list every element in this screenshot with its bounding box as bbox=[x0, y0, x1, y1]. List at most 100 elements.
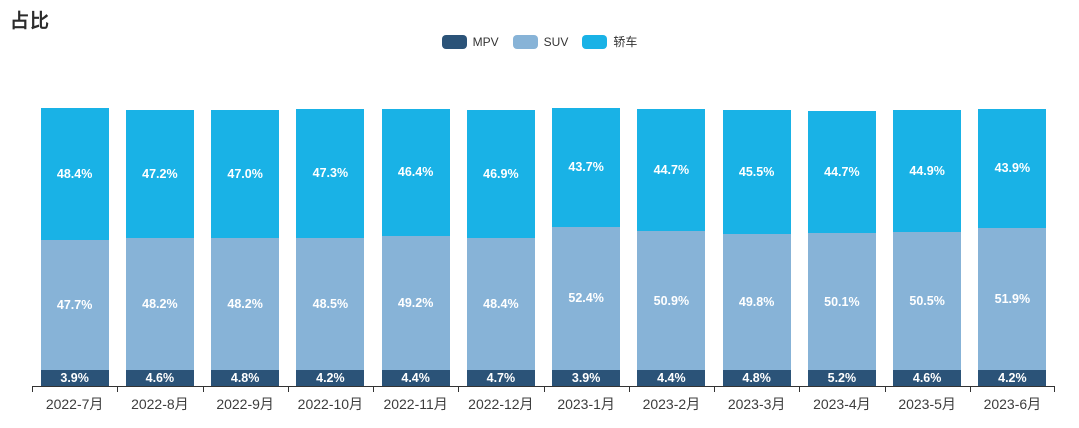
bar-segment-sedan[interactable]: 44.7% bbox=[807, 111, 876, 234]
bar-segment-suv[interactable]: 52.4% bbox=[552, 226, 621, 370]
bar-group: 44.9% 50.5% 4.6% bbox=[885, 109, 970, 386]
bar-segment-suv[interactable]: 49.2% bbox=[381, 235, 450, 370]
segment-label: 50.5% bbox=[909, 294, 945, 309]
axis-tick bbox=[1054, 387, 1055, 392]
plot-area: 48.4% 47.7% 3.9% 47.2% 48.2% 4.6% 47.0% 48.2% 4.… bbox=[32, 106, 1055, 414]
legend-item-mpv[interactable]: MPV bbox=[441, 34, 499, 49]
stacked-bar: 48.4% 47.7% 3.9% bbox=[40, 107, 109, 386]
bar-segment-mpv[interactable]: 4.6% bbox=[893, 370, 962, 386]
stacked-bar: 45.5% 49.8% 4.8% bbox=[722, 109, 791, 386]
segment-label: 4.6% bbox=[912, 371, 942, 385]
bar-segment-sedan[interactable]: 44.9% bbox=[893, 109, 962, 233]
segment-label: 46.9% bbox=[483, 166, 519, 181]
bar-segment-mpv[interactable]: 4.4% bbox=[637, 370, 706, 386]
segment-label: 48.4% bbox=[483, 296, 519, 311]
bar-segment-mpv[interactable]: 3.9% bbox=[40, 370, 109, 386]
segment-label: 50.9% bbox=[653, 293, 690, 308]
bar-group: 47.3% 48.5% 4.2% bbox=[288, 108, 373, 386]
bar-segment-mpv[interactable]: 5.2% bbox=[807, 370, 876, 386]
segment-label: 4.8% bbox=[230, 371, 260, 385]
bar-segment-mpv[interactable]: 4.4% bbox=[381, 370, 450, 386]
segment-label: 47.3% bbox=[312, 166, 349, 181]
bar-segment-sedan[interactable]: 45.5% bbox=[722, 109, 791, 234]
bar-segment-sedan[interactable]: 43.7% bbox=[552, 107, 621, 227]
segment-label: 4.4% bbox=[657, 371, 686, 385]
bar-segment-mpv[interactable]: 3.9% bbox=[552, 370, 621, 386]
segment-label: 46.4% bbox=[397, 165, 434, 180]
stacked-bar: 43.7% 52.4% 3.9% bbox=[552, 107, 621, 386]
bar-segment-mpv[interactable]: 4.8% bbox=[211, 370, 280, 386]
segment-label: 48.2% bbox=[142, 297, 178, 312]
bar-segment-sedan[interactable]: 46.9% bbox=[466, 109, 535, 238]
bar-segment-suv[interactable]: 48.4% bbox=[466, 237, 535, 370]
axis-tick bbox=[543, 387, 545, 392]
bar-segment-suv[interactable]: 48.2% bbox=[211, 238, 280, 370]
axis-tick bbox=[799, 387, 801, 392]
bar-segment-suv[interactable]: 50.9% bbox=[637, 231, 706, 370]
legend-item-label: MPV bbox=[472, 34, 499, 49]
bar-segment-sedan[interactable]: 47.2% bbox=[125, 109, 194, 239]
x-axis-label: 2022-12月 bbox=[468, 396, 534, 412]
axis-tick bbox=[32, 387, 33, 392]
axis-tick bbox=[458, 387, 460, 392]
legend-item-label: SUV bbox=[543, 34, 569, 49]
segment-label: 43.7% bbox=[568, 160, 604, 175]
x-axis-label: 2022-10月 bbox=[297, 396, 364, 412]
stacked-bar: 47.2% 48.2% 4.6% bbox=[125, 109, 194, 386]
segment-label: 47.2% bbox=[142, 166, 178, 181]
axis-tick bbox=[628, 387, 630, 392]
bar-group: 45.5% 49.8% 4.8% bbox=[714, 109, 799, 386]
axis-tick bbox=[884, 387, 886, 392]
x-axis-label: 2023-3月 bbox=[727, 396, 786, 412]
segment-label: 4.4% bbox=[401, 371, 430, 385]
segment-label: 44.7% bbox=[824, 165, 860, 180]
bar-segment-suv[interactable]: 48.5% bbox=[296, 237, 365, 370]
bar-segment-mpv[interactable]: 4.6% bbox=[125, 370, 194, 386]
segment-label: 47.7% bbox=[56, 297, 93, 312]
bar-group: 48.4% 47.7% 3.9% bbox=[32, 107, 117, 386]
axis-tick bbox=[714, 387, 715, 392]
axis-tick bbox=[373, 387, 374, 392]
segment-label: 44.9% bbox=[909, 163, 945, 178]
x-axis-label: 2023-1月 bbox=[557, 396, 615, 412]
bar-segment-mpv[interactable]: 4.8% bbox=[722, 370, 791, 386]
bar-segment-mpv[interactable]: 4.2% bbox=[978, 370, 1047, 386]
segment-label: 43.9% bbox=[994, 161, 1031, 176]
bar-group: 44.7% 50.9% 4.4% bbox=[629, 109, 714, 386]
x-axis-label: 2023-4月 bbox=[813, 396, 871, 412]
legend-item-sedan[interactable]: 轿车 bbox=[582, 33, 637, 50]
segment-label: 48.5% bbox=[312, 296, 349, 311]
bar-segment-suv[interactable]: 49.8% bbox=[722, 234, 791, 370]
stacked-bar: 47.3% 48.5% 4.2% bbox=[296, 108, 365, 386]
bar-group: 47.2% 48.2% 4.6% bbox=[117, 109, 202, 386]
bar-segment-suv[interactable]: 50.5% bbox=[893, 232, 962, 370]
legend-marker-icon bbox=[512, 34, 538, 49]
x-axis-labels: 2022-7月 2022-8月 2022-9月 2022-10月 2022-11月 202… bbox=[32, 394, 1055, 414]
bar-segment-sedan[interactable]: 46.4% bbox=[381, 109, 450, 236]
stacked-bar: 47.0% 48.2% 4.8% bbox=[211, 110, 280, 386]
bar-segment-sedan[interactable]: 47.3% bbox=[296, 108, 365, 238]
segment-label: 3.9% bbox=[571, 371, 601, 385]
bar-segment-sedan[interactable]: 47.0% bbox=[211, 110, 280, 239]
segment-label: 49.2% bbox=[397, 295, 434, 310]
bar-segment-sedan[interactable]: 44.7% bbox=[637, 109, 706, 231]
chart-title: 占比 bbox=[10, 11, 51, 32]
axis-tick bbox=[287, 387, 289, 392]
legend-item-suv[interactable]: SUV bbox=[512, 34, 569, 49]
segment-label: 4.6% bbox=[145, 371, 175, 385]
segment-label: 5.2% bbox=[827, 371, 857, 385]
bar-segment-sedan[interactable]: 48.4% bbox=[40, 107, 109, 240]
bar-segment-sedan[interactable]: 43.9% bbox=[978, 108, 1047, 229]
bar-segment-suv[interactable]: 47.7% bbox=[40, 239, 109, 370]
bar-segment-suv[interactable]: 48.2% bbox=[125, 238, 194, 370]
segment-label: 4.2% bbox=[998, 371, 1027, 385]
segment-label: 50.1% bbox=[824, 294, 860, 309]
x-axis-line bbox=[32, 386, 1055, 393]
bar-segment-suv[interactable]: 50.1% bbox=[807, 233, 876, 370]
legend-marker-icon bbox=[441, 34, 467, 49]
bar-segment-suv[interactable]: 51.9% bbox=[978, 228, 1047, 370]
bar-segment-mpv[interactable]: 4.7% bbox=[466, 370, 535, 386]
segment-label: 52.4% bbox=[568, 291, 604, 306]
bar-segment-mpv[interactable]: 4.2% bbox=[296, 370, 365, 386]
stacked-bar: 46.4% 49.2% 4.4% bbox=[381, 109, 450, 386]
